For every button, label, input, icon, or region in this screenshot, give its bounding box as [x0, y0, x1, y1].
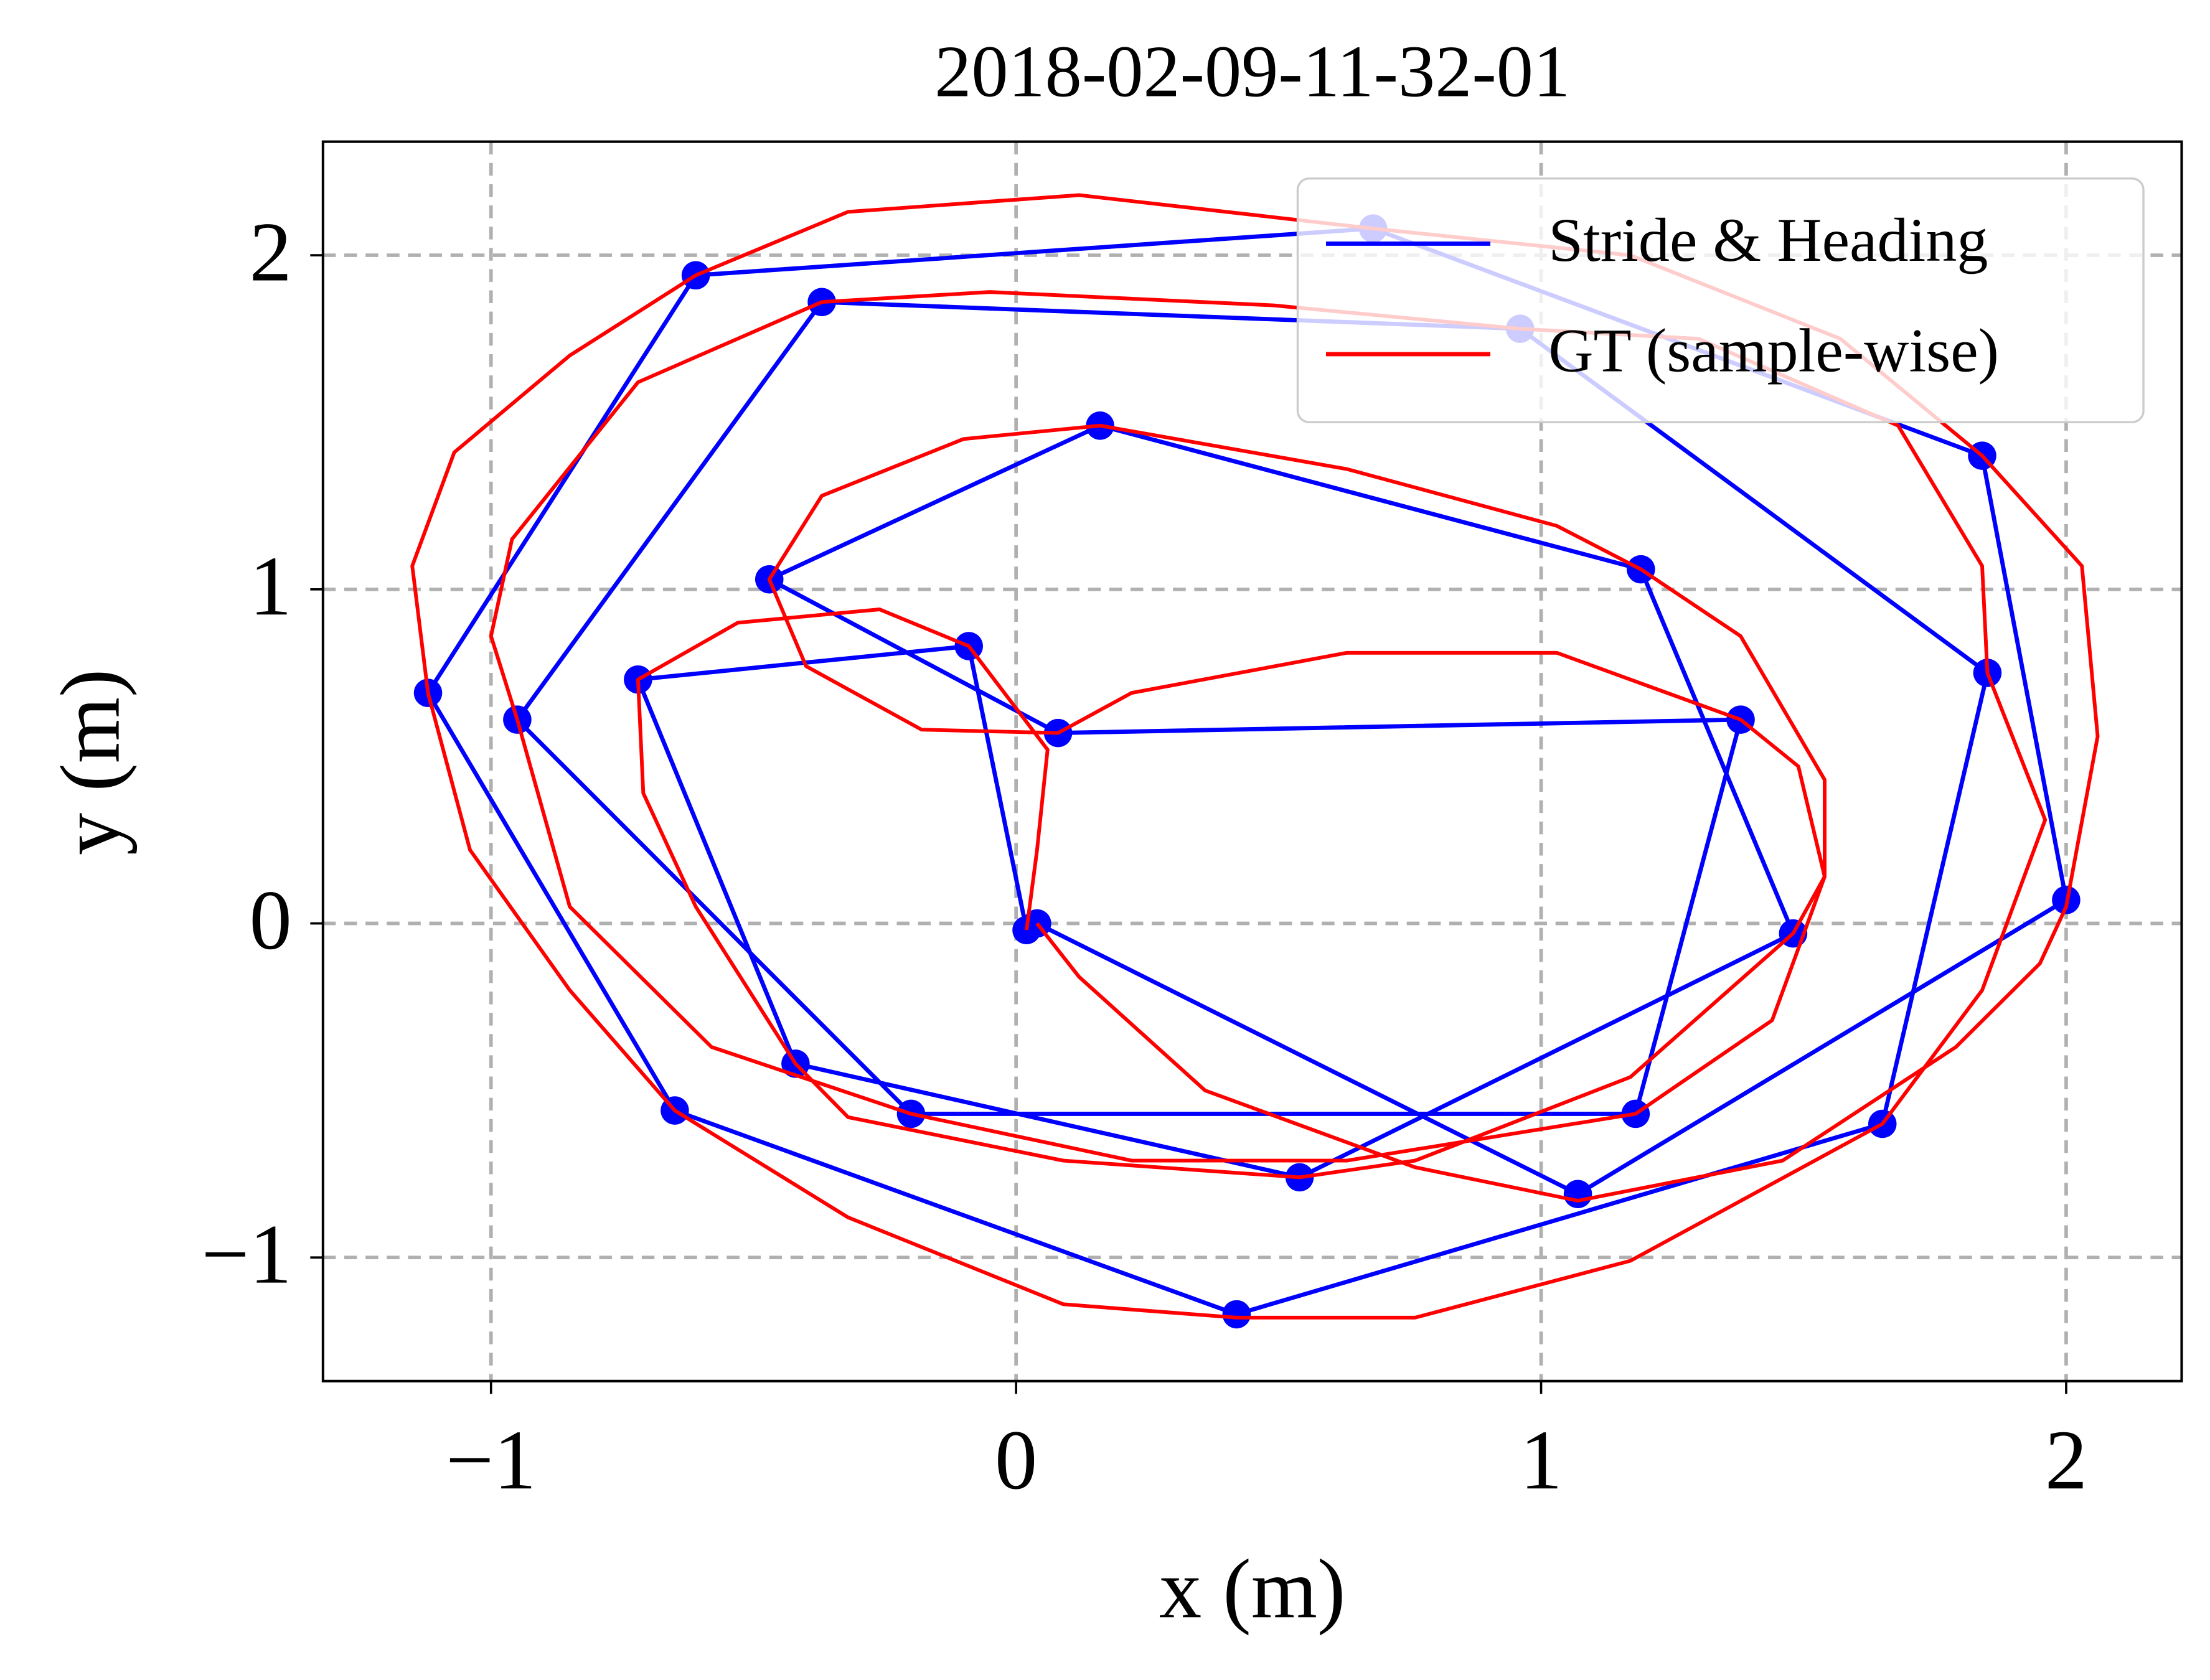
x-tick-label: −1: [446, 1412, 536, 1507]
x-axis-label: x (m): [1159, 1541, 1346, 1636]
marker: [1222, 1300, 1251, 1329]
marker: [1012, 916, 1041, 944]
y-tick-label: 0: [250, 873, 292, 967]
x-tick-label: 2: [2045, 1412, 2087, 1507]
marker: [1563, 1180, 1592, 1208]
y-tick-label: 2: [250, 205, 292, 299]
y-axis-label: y (m): [43, 669, 138, 856]
plot-frame: [321, 140, 2183, 1382]
x-tick-label: 1: [1520, 1412, 1562, 1507]
legend-label: Stride & Heading: [1548, 205, 1988, 275]
y-tick-label: 1: [250, 538, 292, 633]
legend-label: GT (sample-wise): [1548, 316, 1999, 385]
legend-box: [1296, 177, 2145, 423]
chart-title: 2018-02-09-11-32-01: [934, 31, 1570, 113]
legend: Stride & Heading GT (sample-wise): [1296, 177, 2145, 423]
y-tick-label: −1: [202, 1207, 292, 1302]
series-line: [410, 193, 2100, 1320]
x-tick-label: 0: [995, 1412, 1037, 1507]
